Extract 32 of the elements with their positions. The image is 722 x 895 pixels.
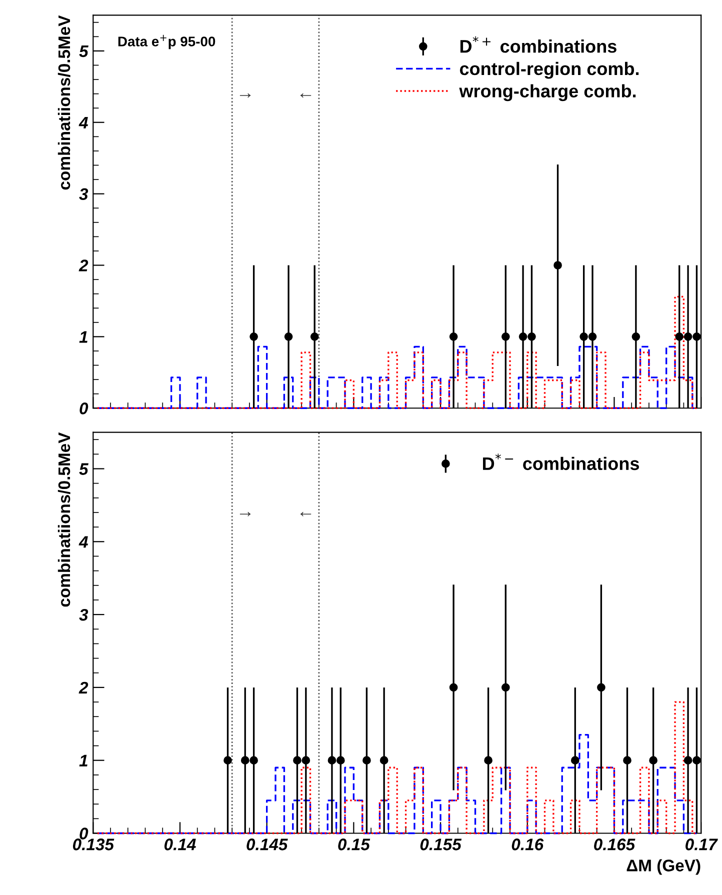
legend-label: wrong-charge comb.	[459, 84, 636, 102]
x-tick-label: 0.145	[246, 838, 288, 850]
y-tick-label: 4	[78, 116, 88, 128]
x-tick-label: 0.14	[164, 838, 196, 850]
y-tick-label: 5	[79, 46, 88, 58]
legend-label: D$^{*−}$ combinations	[483, 454, 639, 470]
y-axis-title: combinatiions/0.5MeV	[58, 15, 70, 190]
y-tick-label: 1	[79, 331, 88, 343]
y-tick-label: 5	[79, 463, 88, 475]
y-tick-label: 3	[79, 608, 88, 621]
x-tick-label: 0.15	[338, 838, 370, 850]
y-tick-label: 0	[80, 828, 88, 840]
x-tick-label: 0.135	[72, 838, 114, 850]
x-tick-label: 0.165	[594, 838, 636, 850]
y-tick-label: 4	[78, 536, 88, 548]
annotation: ←	[300, 93, 312, 98]
y-tick-label: 1	[79, 754, 88, 766]
annotation: ←	[300, 512, 312, 516]
annotation: Data e$^{+}$p 95-00	[118, 34, 216, 50]
legend-label: D$^{*+}$ combinations	[460, 36, 616, 53]
x-tick-label: 0.155	[420, 838, 462, 850]
x-axis-title: ΔM (GeV)	[626, 859, 700, 875]
x-tick-label: 0.17	[686, 838, 718, 850]
annotation: →	[240, 512, 251, 516]
annotation: →	[240, 93, 251, 98]
y-tick-label: 0	[80, 402, 88, 414]
y-tick-label: 2	[78, 260, 88, 272]
y-tick-label: 2	[78, 682, 88, 694]
y-tick-label: 3	[79, 188, 88, 200]
x-tick-label: 0.16	[512, 838, 544, 850]
legend-label: control-region comb.	[460, 62, 639, 79]
y-axis-title: combinatiions/0.5MeV	[58, 432, 70, 607]
